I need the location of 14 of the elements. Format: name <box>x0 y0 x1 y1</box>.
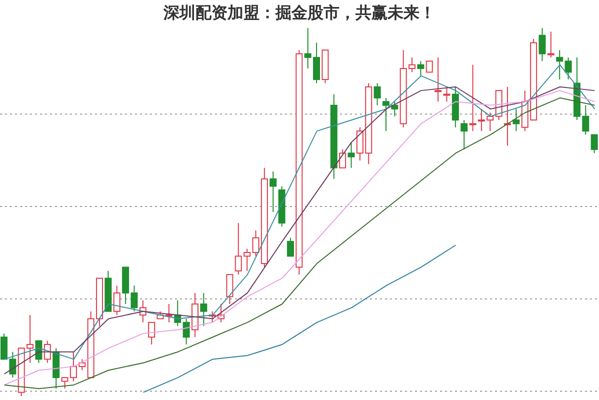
candlestick <box>200 292 208 327</box>
candlestick <box>270 171 277 212</box>
candlestick <box>556 50 564 80</box>
candlestick <box>374 82 381 106</box>
chart-title: 深圳配资加盟：掘金股市，共赢未来！ <box>162 2 436 24</box>
candlestick <box>434 56 442 102</box>
candlestick <box>512 108 520 132</box>
candlestick <box>296 50 303 276</box>
candlestick <box>330 94 338 180</box>
candlestick <box>417 60 424 76</box>
candlestick <box>348 142 355 168</box>
candlestick <box>538 28 546 62</box>
candlestick <box>191 292 198 338</box>
candlestick <box>182 318 190 345</box>
